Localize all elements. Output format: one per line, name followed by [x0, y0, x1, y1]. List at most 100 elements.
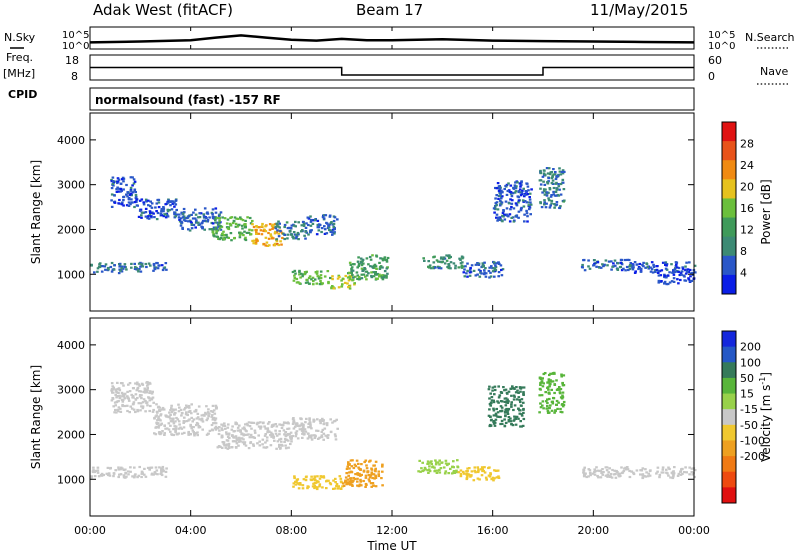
scatter-cell [283, 421, 286, 424]
scatter-cell [242, 433, 246, 436]
scatter-cell [542, 372, 546, 376]
scatter-cell [133, 262, 136, 265]
scatter-cell [316, 418, 319, 421]
scatter-cell [185, 420, 188, 423]
scatter-cell [374, 467, 377, 470]
scatter-cell [620, 258, 624, 262]
velocity-colorbar-tick: 50 [740, 372, 754, 385]
scatter-cell [142, 201, 145, 204]
scatter-cell [162, 408, 166, 411]
scatter-cell [356, 266, 359, 269]
scatter-cell [311, 219, 315, 222]
scatter-cell [231, 440, 235, 443]
scatter-cell [367, 473, 371, 477]
scatter-cell [221, 216, 224, 219]
scatter-cell [545, 191, 549, 194]
scatter-cell [339, 477, 343, 480]
scatter-cell [218, 213, 221, 216]
scatter-cell [153, 216, 156, 219]
scatter-cell [161, 408, 164, 411]
scatter-cell [332, 222, 336, 225]
scatter-cell [525, 209, 528, 212]
scatter-cell [435, 461, 438, 464]
scatter-cell [278, 447, 282, 450]
scatter-cell [539, 183, 543, 186]
scatter-cell [111, 182, 115, 185]
scatter-cell [125, 183, 128, 187]
scatter-cell [135, 389, 139, 392]
scatter-cell [488, 408, 491, 411]
scatter-cell [512, 220, 516, 223]
x-tick-label: 20:00 [577, 524, 609, 537]
scatter-cell [341, 277, 345, 280]
scatter-cell [180, 432, 184, 435]
scatter-cell [147, 217, 151, 220]
scatter-cell [283, 440, 286, 443]
scatter-cell [333, 216, 337, 219]
scatter-cell [670, 263, 673, 266]
scatter-cell [353, 283, 356, 286]
scatter-cell [274, 432, 278, 435]
scatter-cell [325, 422, 329, 425]
scatter-cell [254, 241, 258, 244]
scatter-cell [323, 225, 326, 228]
scatter-cell [368, 460, 371, 463]
scatter-cell [240, 224, 244, 227]
y-tick-label: 2000 [57, 223, 85, 236]
scatter-cell [215, 230, 218, 233]
scatter-cell [618, 472, 622, 475]
scatter-cell [161, 465, 165, 469]
scatter-cell [210, 415, 213, 418]
scatter-cell [170, 404, 173, 407]
scatter-cell [307, 426, 310, 429]
scatter-cell [112, 391, 115, 394]
scatter-cell [214, 422, 218, 425]
scatter-cell [448, 256, 451, 260]
scatter-cell [661, 468, 665, 471]
scatter-cell [546, 386, 550, 389]
scatter-cell [484, 272, 488, 275]
scatter-cell [298, 425, 301, 428]
scatter-cell [253, 436, 256, 439]
scatter-cell [500, 422, 504, 425]
scatter-cell [440, 261, 444, 264]
noise-panel: 10^5 10^0 10^5 10^0 [62, 26, 735, 52]
scatter-cell [504, 409, 508, 412]
scatter-cell [103, 265, 107, 268]
scatter-cell [233, 430, 236, 433]
scatter-cell [207, 432, 210, 435]
scatter-cell [118, 389, 122, 392]
scatter-cell [628, 469, 631, 473]
scatter-cell [313, 476, 317, 479]
scatter-cell [190, 416, 193, 419]
scatter-cell [583, 466, 586, 469]
scatter-cell [470, 474, 473, 477]
scatter-cell [525, 212, 529, 215]
scatter-cell [385, 276, 388, 279]
scatter-cell [156, 419, 159, 422]
scatter-cell [149, 205, 152, 208]
scatter-cell [522, 386, 526, 389]
scatter-cell [526, 182, 529, 185]
scatter-cell [255, 423, 259, 426]
scatter-cell [511, 424, 515, 427]
scatter-cell [109, 466, 112, 470]
scatter-cell [452, 470, 455, 473]
velocity-colorbar-tick: -200 [740, 450, 765, 463]
scatter-cell [386, 256, 390, 260]
scatter-cell [365, 270, 369, 273]
scatter-cell [480, 272, 483, 275]
scatter-cell [198, 216, 202, 219]
scatter-cell [196, 434, 199, 437]
scatter-cell [546, 181, 549, 184]
scatter-cell [152, 401, 155, 404]
scatter-cell [362, 469, 366, 472]
scatter-cell [543, 372, 547, 375]
power-colorbar-tick: 20 [740, 181, 754, 194]
scatter-cell [323, 228, 327, 231]
scatter-cell [314, 479, 317, 482]
scatter-cell [523, 193, 527, 196]
scatter-cell [495, 216, 498, 219]
scatter-cell [455, 471, 459, 474]
scatter-cell [205, 433, 209, 436]
